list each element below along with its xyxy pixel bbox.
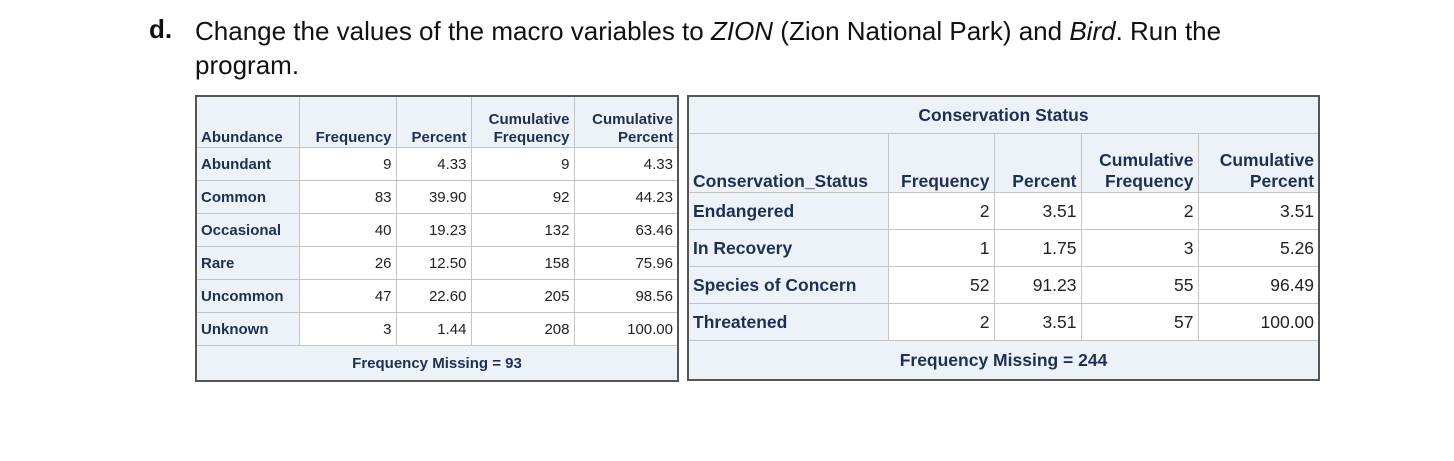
- data-row: In Recovery 1 1.75 3 5.26: [687, 229, 1320, 267]
- data-row: Unknown 3 1.44 208 100.00: [195, 312, 679, 346]
- cell: 3.51: [993, 192, 1082, 230]
- data-row: Endangered 2 3.51 2 3.51: [687, 192, 1320, 230]
- row-header: Unknown: [195, 312, 300, 346]
- cell: 26: [298, 246, 397, 280]
- cell: 83: [298, 180, 397, 214]
- cell: 1.75: [993, 229, 1082, 267]
- text: . Run the program.: [195, 16, 1222, 80]
- cell: 100.00: [573, 312, 679, 346]
- cell: 40: [298, 213, 397, 247]
- cell: 47: [298, 279, 397, 313]
- column-header: Percent: [395, 95, 472, 148]
- cell: 63.46: [573, 213, 679, 247]
- column-header: Percent: [993, 133, 1082, 193]
- column-header: Abundance: [195, 95, 300, 148]
- column-header: Cumulative Percent: [573, 95, 679, 148]
- cell: 3: [298, 312, 397, 346]
- cell: 5.26: [1197, 229, 1320, 267]
- abundance-table: Abundance Frequency Percent Cumulative Freq…: [195, 95, 679, 382]
- emphasis: ZION: [710, 16, 774, 46]
- footer-row: Frequency Missing = 244: [687, 340, 1320, 381]
- data-row: Uncommon 47 22.60 205 98.56: [195, 279, 679, 313]
- cell: 12.50: [395, 246, 472, 280]
- row-header: Species of Concern: [687, 266, 889, 304]
- cell: 96.49: [1197, 266, 1320, 304]
- cell: 52: [887, 266, 995, 304]
- cell: 1: [887, 229, 995, 267]
- cell: 39.90: [395, 180, 472, 214]
- column-header: Cumulative Percent: [1197, 133, 1320, 193]
- data-row: Rare 26 12.50 158 75.96: [195, 246, 679, 280]
- cell: 44.23: [573, 180, 679, 214]
- column-header: Cumulative Frequency: [1080, 133, 1199, 193]
- footer-row: Frequency Missing = 93: [195, 345, 679, 382]
- cell: 100.00: [1197, 303, 1320, 341]
- row-header: Common: [195, 180, 300, 214]
- conservation-table: Conservation Status Conservation_Status Fr…: [687, 95, 1321, 381]
- header-row: Abundance Frequency Percent Cumulative Freq…: [195, 95, 679, 148]
- row-header: Rare: [195, 246, 300, 280]
- cell: 19.23: [395, 213, 472, 247]
- row-header: Uncommon: [195, 279, 300, 313]
- text: (Zion National Park) and: [773, 16, 1070, 46]
- cell: 3.51: [993, 303, 1082, 341]
- cell: 75.96: [573, 246, 679, 280]
- column-header: Cumulative Frequency: [470, 95, 575, 148]
- table-title: Conservation Status: [687, 95, 1320, 134]
- header-row: Conservation_Status Frequency Percent Cumul…: [687, 133, 1320, 193]
- emphasis: Bird: [1069, 16, 1116, 46]
- row-header: Abundant: [195, 147, 300, 181]
- cell: 208: [470, 312, 575, 346]
- cell: 3.51: [1197, 192, 1320, 230]
- cell: 22.60: [395, 279, 472, 313]
- cell: 205: [470, 279, 575, 313]
- row-header: Occasional: [195, 213, 300, 247]
- column-header: Frequency: [887, 133, 995, 193]
- column-header: Frequency: [298, 95, 397, 148]
- data-row: Common 83 39.90 92 44.23: [195, 180, 679, 214]
- column-header: Conservation_Status: [687, 133, 889, 193]
- data-row: Occasional 40 19.23 132 63.46: [195, 213, 679, 247]
- data-row: Abundant 9 4.33 9 4.33: [195, 147, 679, 181]
- cell: 4.33: [395, 147, 472, 181]
- cell: 98.56: [573, 279, 679, 313]
- row-header: Threatened: [687, 303, 889, 341]
- title-row: Conservation Status: [687, 95, 1320, 134]
- cell: 4.33: [573, 147, 679, 181]
- cell: 57: [1080, 303, 1199, 341]
- cell: 92: [470, 180, 575, 214]
- cell: 158: [470, 246, 575, 280]
- data-row: Threatened 2 3.51 57 100.00: [687, 303, 1320, 341]
- row-header: In Recovery: [687, 229, 889, 267]
- cell: 3: [1080, 229, 1199, 267]
- step-label: d.: [149, 14, 173, 44]
- table-footer: Frequency Missing = 93: [195, 345, 679, 382]
- cell: 132: [470, 213, 575, 247]
- cell: 2: [887, 303, 995, 341]
- step-text: Change the values of the macro variables…: [195, 14, 1315, 82]
- cell: 1.44: [395, 312, 472, 346]
- cell: 2: [887, 192, 995, 230]
- cell: 9: [470, 147, 575, 181]
- row-header: Endangered: [687, 192, 889, 230]
- cell: 2: [1080, 192, 1199, 230]
- text: Change the values of the macro variables…: [195, 16, 711, 46]
- data-row: Species of Concern 52 91.23 55 96.49: [687, 266, 1320, 304]
- table-footer: Frequency Missing = 244: [687, 340, 1320, 381]
- cell: 9: [298, 147, 397, 181]
- cell: 55: [1080, 266, 1199, 304]
- cell: 91.23: [993, 266, 1082, 304]
